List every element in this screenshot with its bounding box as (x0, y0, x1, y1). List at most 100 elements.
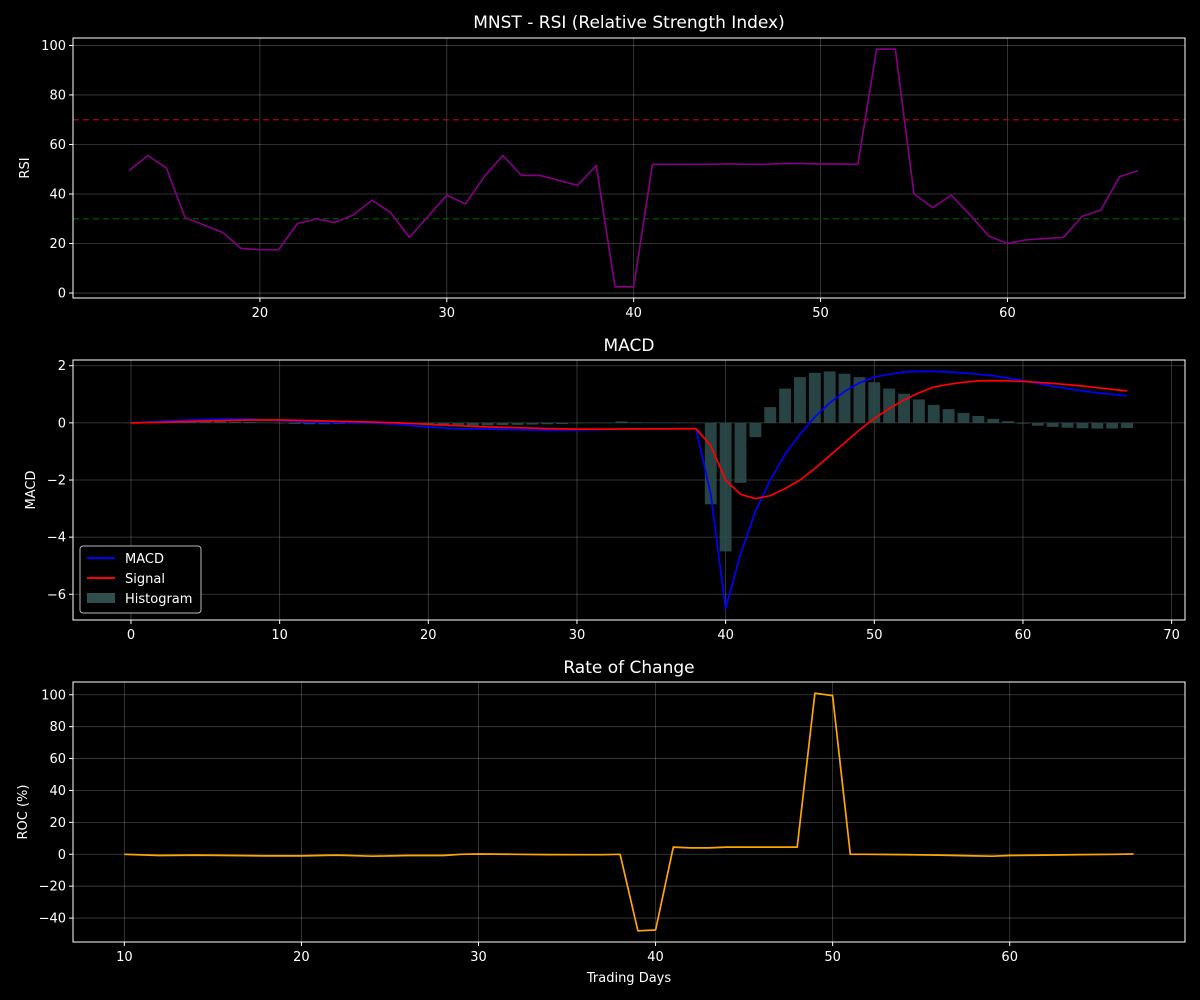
roc-grid (73, 682, 1185, 942)
rsi-x-tick-label: 40 (625, 306, 642, 321)
histogram-bar (571, 422, 583, 424)
histogram-bar (243, 422, 256, 423)
histogram-bar (764, 407, 777, 423)
histogram-bar (630, 422, 643, 423)
roc-y-tick-label: 20 (49, 816, 66, 831)
macd-x-tick-label: 70 (1163, 628, 1180, 643)
macd-y-axis-label: MACD (24, 471, 39, 510)
histogram-bar (987, 418, 1000, 423)
histogram-bar (466, 422, 479, 426)
macd-y-tick-label: −2 (47, 474, 66, 489)
legend-histogram-label: Histogram (125, 592, 192, 607)
roc-y-tick-label: 0 (58, 848, 66, 863)
histogram-bar (704, 422, 717, 505)
histogram-bar (794, 377, 806, 423)
roc-y-tick-label: −40 (39, 912, 66, 927)
histogram-bar (556, 422, 569, 424)
rsi-y-tick-label: 40 (49, 188, 66, 203)
rsi-x-tick-label: 60 (999, 306, 1016, 321)
macd-x-ticks: 0 10 20 30 40 50 60 70 (127, 620, 1180, 643)
legend-macd-label: MACD (125, 552, 164, 567)
histogram-bar (853, 377, 866, 423)
histogram-bar (615, 421, 628, 423)
histogram-bar (1076, 422, 1089, 429)
roc-x-tick-label: 50 (824, 950, 841, 965)
roc-x-ticks: 10 20 30 40 50 60 (116, 942, 1018, 965)
macd-line (130, 370, 1128, 610)
histogram-bar (273, 422, 286, 424)
roc-x-tick-label: 60 (1001, 950, 1018, 965)
rsi-y-tick-label: 20 (49, 237, 66, 252)
roc-y-axis-label: ROC (%) (16, 785, 31, 840)
rsi-y-axis-label: RSI (18, 157, 33, 178)
roc-y-tick-label: 100 (41, 688, 66, 703)
macd-x-tick-label: 50 (866, 628, 883, 643)
rsi-y-tick-label: 60 (49, 138, 66, 153)
rsi-axes-frame (72, 37, 1186, 299)
rsi-reference-lines (73, 119, 1185, 220)
roc-y-tick-label: −20 (39, 880, 66, 895)
rsi-y-tick-label: 100 (41, 39, 66, 54)
rsi-y-ticks: 0 20 40 60 80 100 (41, 39, 73, 302)
macd-grid (73, 360, 1185, 620)
roc-x-axis-label: Trading Days (586, 971, 671, 986)
macd-x-tick-label: 20 (420, 628, 437, 643)
rsi-line (128, 48, 1139, 288)
histogram-bar (511, 422, 524, 425)
macd-x-tick-label: 60 (1015, 628, 1032, 643)
macd-panel: MACD 0 10 20 30 40 50 60 70 −6 −4 −2 0 2 MACD MACD … (24, 336, 1186, 643)
histogram-bar (912, 399, 925, 423)
histogram-bar (898, 393, 910, 423)
histogram-bar (496, 422, 509, 426)
roc-plot-area (73, 682, 1185, 942)
roc-axes-frame (72, 681, 1186, 943)
roc-x-tick-label: 20 (293, 950, 310, 965)
rsi-x-tick-label: 30 (439, 306, 456, 321)
histogram-bar (214, 421, 227, 423)
macd-y-ticks: −6 −4 −2 0 2 (47, 359, 73, 603)
histogram-bar (838, 373, 851, 423)
roc-y-tick-label: 60 (49, 752, 66, 767)
histogram-bar (288, 422, 301, 424)
rsi-plot-area (73, 38, 1185, 298)
roc-line (124, 692, 1134, 932)
roc-x-tick-label: 30 (470, 950, 487, 965)
macd-x-tick-label: 40 (717, 628, 734, 643)
histogram-bar (1017, 422, 1029, 424)
roc-series (124, 692, 1134, 932)
macd-axes-frame (72, 359, 1186, 621)
histogram-bar (1002, 421, 1015, 423)
histogram-bar (1121, 422, 1133, 428)
histogram-bar (972, 416, 985, 423)
macd-x-tick-label: 30 (569, 628, 586, 643)
signal-line (130, 379, 1128, 500)
histogram-bar (749, 422, 762, 438)
rsi-y-tick-label: 0 (58, 287, 66, 302)
histogram-bar (808, 372, 821, 423)
roc-y-tick-label: 40 (49, 784, 66, 799)
histogram-bar (942, 409, 955, 423)
roc-y-ticks: −40 −20 0 20 40 60 80 100 (39, 688, 73, 927)
histogram-bar (1046, 422, 1059, 427)
roc-x-tick-label: 10 (116, 950, 133, 965)
histogram-bar (719, 422, 732, 552)
roc-title: Rate of Change (563, 658, 694, 678)
macd-x-tick-label: 10 (271, 628, 288, 643)
macd-y-tick-label: −4 (47, 531, 66, 546)
histogram-bar (526, 422, 539, 425)
histogram-bar (229, 421, 241, 423)
histogram-bar (1061, 422, 1074, 428)
histogram-bar (734, 422, 747, 483)
legend-signal-label: Signal (125, 572, 165, 587)
macd-legend: MACD Signal Histogram (79, 545, 202, 614)
histogram-bar (957, 412, 970, 423)
histogram-bar (1091, 422, 1104, 429)
histogram-bar (1106, 422, 1119, 429)
macd-x-tick-label: 0 (127, 628, 135, 643)
roc-y-tick-label: 80 (49, 720, 66, 735)
macd-title: MACD (604, 336, 655, 356)
macd-plot-area (73, 360, 1185, 620)
histogram-bar (541, 422, 554, 425)
histogram-bar (868, 382, 881, 423)
histogram-bar (1031, 422, 1044, 426)
